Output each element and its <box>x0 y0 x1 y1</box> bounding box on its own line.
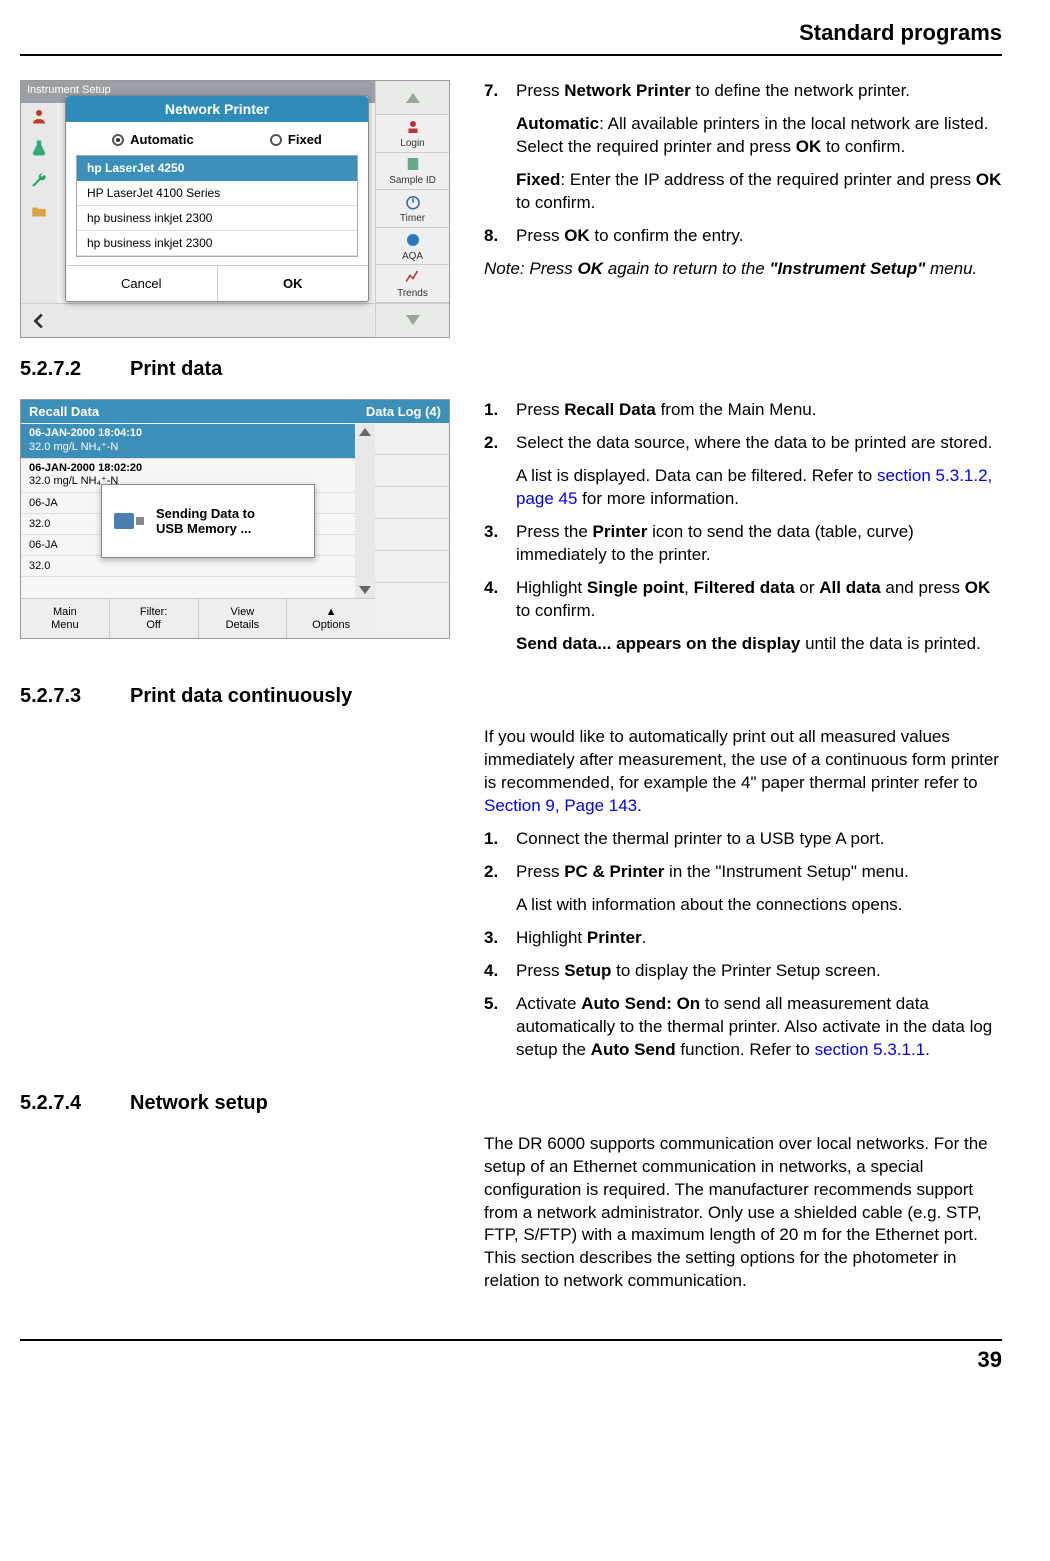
list-item[interactable]: hp business inkjet 2300 <box>77 231 357 256</box>
b3-step5-text: Activate Auto Send: On to send all measu… <box>516 993 1002 1062</box>
radio-fixed[interactable]: Fixed <box>270 132 322 147</box>
step-7-num: 7. <box>484 80 516 103</box>
side-trends[interactable]: Trends <box>376 265 449 303</box>
b3-step2-num: 2. <box>484 861 516 884</box>
sending-popup: Sending Data toUSB Memory ... <box>101 484 315 558</box>
block3-intro: If you would like to automatically print… <box>484 726 1002 818</box>
login-icon <box>403 118 423 136</box>
footer-rule <box>20 1339 1002 1341</box>
scroll-up-icon[interactable] <box>376 81 449 115</box>
step-2-text: Select the data source, where the data t… <box>516 432 1002 455</box>
step-7-auto: Automatic: All available printers in the… <box>516 113 1002 159</box>
wrench-icon <box>30 171 48 189</box>
step-8-text: Press OK to confirm the entry. <box>516 225 1002 248</box>
radio-automatic[interactable]: Automatic <box>112 132 194 147</box>
b3-step2-text: Press PC & Printer in the "Instrument Se… <box>516 861 1002 884</box>
screenshot-network-printer: Instrument Setup Login Sample ID Timer A… <box>20 80 450 338</box>
usb-icon <box>112 507 146 535</box>
printer-list[interactable]: hp LaserJet 4250 HP LaserJet 4100 Series… <box>76 155 358 257</box>
trends-icon <box>403 268 423 286</box>
b3-step1-num: 1. <box>484 828 516 851</box>
list-item[interactable]: hp LaserJet 4250 <box>77 156 357 181</box>
side-aqa[interactable]: AQA <box>376 228 449 266</box>
screenshot-left-toolbar <box>21 103 57 337</box>
step-7-fixed: Fixed: Enter the IP address of the requi… <box>516 169 1002 215</box>
step-1-text: Press Recall Data from the Main Menu. <box>516 399 1002 422</box>
heading-print-continuously: 5.2.7.3Print data continuously <box>20 685 1002 708</box>
scroll-down-icon[interactable] <box>359 586 371 594</box>
step-7-text: Press Network Printer to define the netw… <box>516 80 1002 103</box>
step-4-indent: Send data... appears on the display unti… <box>516 633 1002 656</box>
heading-print-data: 5.2.7.2Print data <box>20 358 1002 381</box>
side-sample[interactable]: Sample ID <box>376 153 449 191</box>
scroll-down-icon[interactable] <box>376 303 449 337</box>
b3-step2-indent: A list with information about the connec… <box>516 894 1002 917</box>
network-printer-dialog: Network Printer Automatic Fixed hp Laser… <box>65 95 369 302</box>
link-section-9[interactable]: Section 9, Page 143 <box>484 796 637 815</box>
folder-icon <box>30 203 48 221</box>
heading-network-setup: 5.2.7.4Network setup <box>20 1092 1002 1115</box>
view-details-button[interactable]: View Details <box>199 599 288 638</box>
step-3-num: 3. <box>484 521 516 567</box>
step-8-num: 8. <box>484 225 516 248</box>
b3-step3-text: Highlight Printer. <box>516 927 1002 950</box>
list-item[interactable]: hp business inkjet 2300 <box>77 206 357 231</box>
scroll-up-icon[interactable] <box>359 428 371 436</box>
timer-icon <box>403 193 423 211</box>
options-button[interactable]: ▲ Options <box>287 599 375 638</box>
b3-step1-text: Connect the thermal printer to a USB typ… <box>516 828 1002 851</box>
b3-step5-num: 5. <box>484 993 516 1062</box>
step-3-text: Press the Printer icon to send the data … <box>516 521 1002 567</box>
data-row[interactable]: 32.0 <box>21 556 355 577</box>
block4-paragraph: The DR 6000 supports communication over … <box>484 1133 1002 1294</box>
b3-step4-num: 4. <box>484 960 516 983</box>
main-menu-button[interactable]: Main Menu <box>21 599 110 638</box>
step-1-num: 1. <box>484 399 516 422</box>
flask-icon <box>30 139 48 157</box>
step-4-text: Highlight Single point, Filtered data or… <box>516 577 1002 623</box>
data-row-selected[interactable]: 06-JAN-2000 18:04:1032.0 mg/L NH₄⁺-N <box>21 424 355 459</box>
screenshot-recall-data: Recall DataData Log (4) 06-JAN-2000 18:0… <box>20 399 450 639</box>
recall-header: Recall DataData Log (4) <box>21 400 449 423</box>
note-line: Note: Press OK again to return to the "I… <box>484 258 1002 281</box>
screenshot-bottombar <box>21 303 375 337</box>
screenshot-bottombar: Main Menu Filter: Off View Details ▲ Opt… <box>21 598 375 638</box>
sample-icon <box>403 155 423 173</box>
filter-button[interactable]: Filter: Off <box>110 599 199 638</box>
ok-button[interactable]: OK <box>218 266 369 301</box>
scrollbar[interactable] <box>355 424 375 598</box>
side-login[interactable]: Login <box>376 115 449 153</box>
screenshot-right-toolbar: Login Sample ID Timer AQA Trends <box>375 81 449 337</box>
b3-step3-num: 3. <box>484 927 516 950</box>
person-icon <box>30 107 48 125</box>
link-section-5311[interactable]: section 5.3.1.1 <box>815 1040 926 1059</box>
step-2-num: 2. <box>484 432 516 455</box>
aqa-icon <box>403 231 423 249</box>
list-item[interactable]: HP LaserJet 4100 Series <box>77 181 357 206</box>
step-4-num: 4. <box>484 577 516 623</box>
chapter-title: Standard programs <box>20 20 1002 56</box>
b3-step4-text: Press Setup to display the Printer Setup… <box>516 960 1002 983</box>
side-timer[interactable]: Timer <box>376 190 449 228</box>
cancel-button[interactable]: Cancel <box>66 266 218 301</box>
page-number: 39 <box>20 1347 1002 1373</box>
dialog-title: Network Printer <box>66 96 368 122</box>
back-icon[interactable] <box>27 310 53 332</box>
step-2-indent: A list is displayed. Data can be filtere… <box>516 465 1002 511</box>
